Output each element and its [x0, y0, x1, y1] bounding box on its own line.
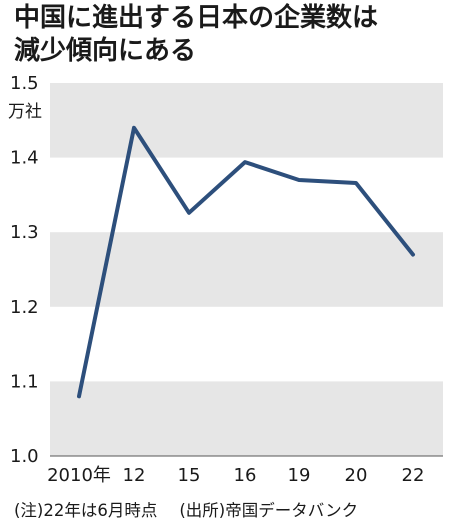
y-tick-label: 1.5 — [10, 73, 39, 94]
y-axis-unit: 万社 — [8, 102, 42, 122]
footnote: (注)22年は6月時点 (出所)帝国データバンク — [14, 497, 358, 521]
grid-band — [50, 83, 443, 158]
y-tick-label: 1.0 — [10, 446, 39, 467]
y-tick-label: 1.3 — [10, 222, 39, 243]
note-source: (出所)帝国データバンク — [179, 501, 359, 520]
y-tick-label: 1.2 — [10, 297, 39, 318]
chart-title-line2: 減少傾向にある — [14, 36, 197, 66]
x-tick-label: 22 — [402, 465, 425, 486]
series-line — [77, 125, 415, 399]
x-tick-label: 2010年 — [47, 465, 111, 486]
grid-band — [50, 381, 443, 456]
x-tick-label: 12 — [123, 465, 146, 486]
chart-title: 中国に進出する日本の企業数は 減少傾向にある — [14, 2, 444, 68]
y-tick-label: 1.1 — [10, 371, 39, 392]
note-left: (注)22年は6月時点 — [14, 501, 158, 520]
grid-band — [50, 232, 443, 307]
x-tick-label: 15 — [178, 465, 201, 486]
x-tick-label: 20 — [345, 465, 368, 486]
x-tick-label: 16 — [234, 465, 257, 486]
chart-title-line1: 中国に進出する日本の企業数は — [14, 3, 379, 33]
x-tick-label: 19 — [288, 465, 311, 486]
y-tick-label: 1.4 — [10, 148, 39, 169]
